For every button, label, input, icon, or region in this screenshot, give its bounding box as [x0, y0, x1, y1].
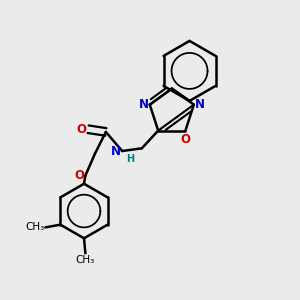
Text: H: H	[126, 154, 134, 164]
Text: O: O	[180, 133, 190, 146]
Text: CH₃: CH₃	[76, 255, 95, 265]
Text: N: N	[111, 145, 121, 158]
Text: CH₃: CH₃	[25, 222, 45, 233]
Text: O: O	[74, 169, 84, 182]
Text: N: N	[138, 98, 148, 111]
Text: O: O	[77, 123, 87, 136]
Text: N: N	[195, 98, 205, 111]
